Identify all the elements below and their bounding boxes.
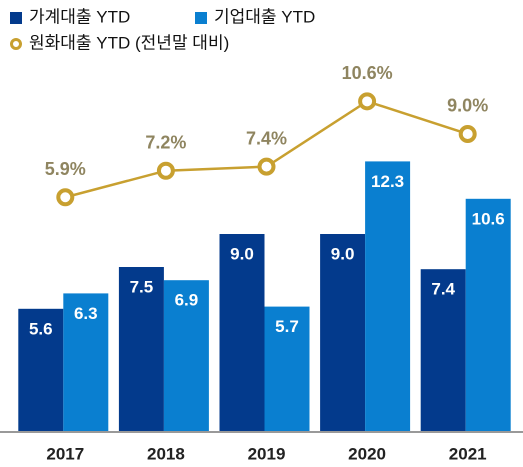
line-marker [257,157,276,176]
bar-label: 5.6 [29,319,53,338]
legend-label: 기업대출 YTD [214,7,315,26]
bar-label: 5.7 [275,317,299,336]
line-label: 10.6% [342,63,393,83]
bar [18,308,64,432]
legend-marker [195,12,207,24]
bar [264,306,310,432]
legend-marker [10,12,22,24]
line-marker [56,188,75,207]
bar [219,234,265,432]
bar-label: 12.3 [371,172,404,191]
bar [63,293,109,432]
bar [118,267,164,432]
x-tick-label: 2018 [147,444,185,463]
x-tick-label: 2017 [46,444,84,463]
bar [320,234,366,432]
bar-label: 7.5 [130,277,154,296]
x-tick-label: 2019 [248,444,286,463]
x-tick-label: 2020 [348,444,386,463]
bar-label: 9.0 [331,244,355,263]
bar [465,198,511,432]
bar-label: 9.0 [230,244,254,263]
legend-label: 가계대출 YTD [29,7,130,26]
x-tick-label: 2021 [449,444,487,463]
line-marker [358,92,377,111]
bar-label: 6.9 [175,291,199,310]
line-marker [458,124,477,143]
line-label: 5.9% [45,159,86,179]
legend-marker [10,38,22,50]
line-label: 7.4% [246,128,287,148]
bar [420,269,466,432]
line-label: 7.2% [145,132,186,152]
bar [163,280,209,432]
line-label: 9.0% [447,96,488,116]
bar-label: 7.4 [431,280,455,299]
bar [365,161,411,432]
line-marker [156,161,175,180]
bar-label: 10.6 [472,209,505,228]
legend-label: 원화대출 YTD (전년말 대비) [29,33,229,52]
bar-label: 6.3 [74,304,98,323]
